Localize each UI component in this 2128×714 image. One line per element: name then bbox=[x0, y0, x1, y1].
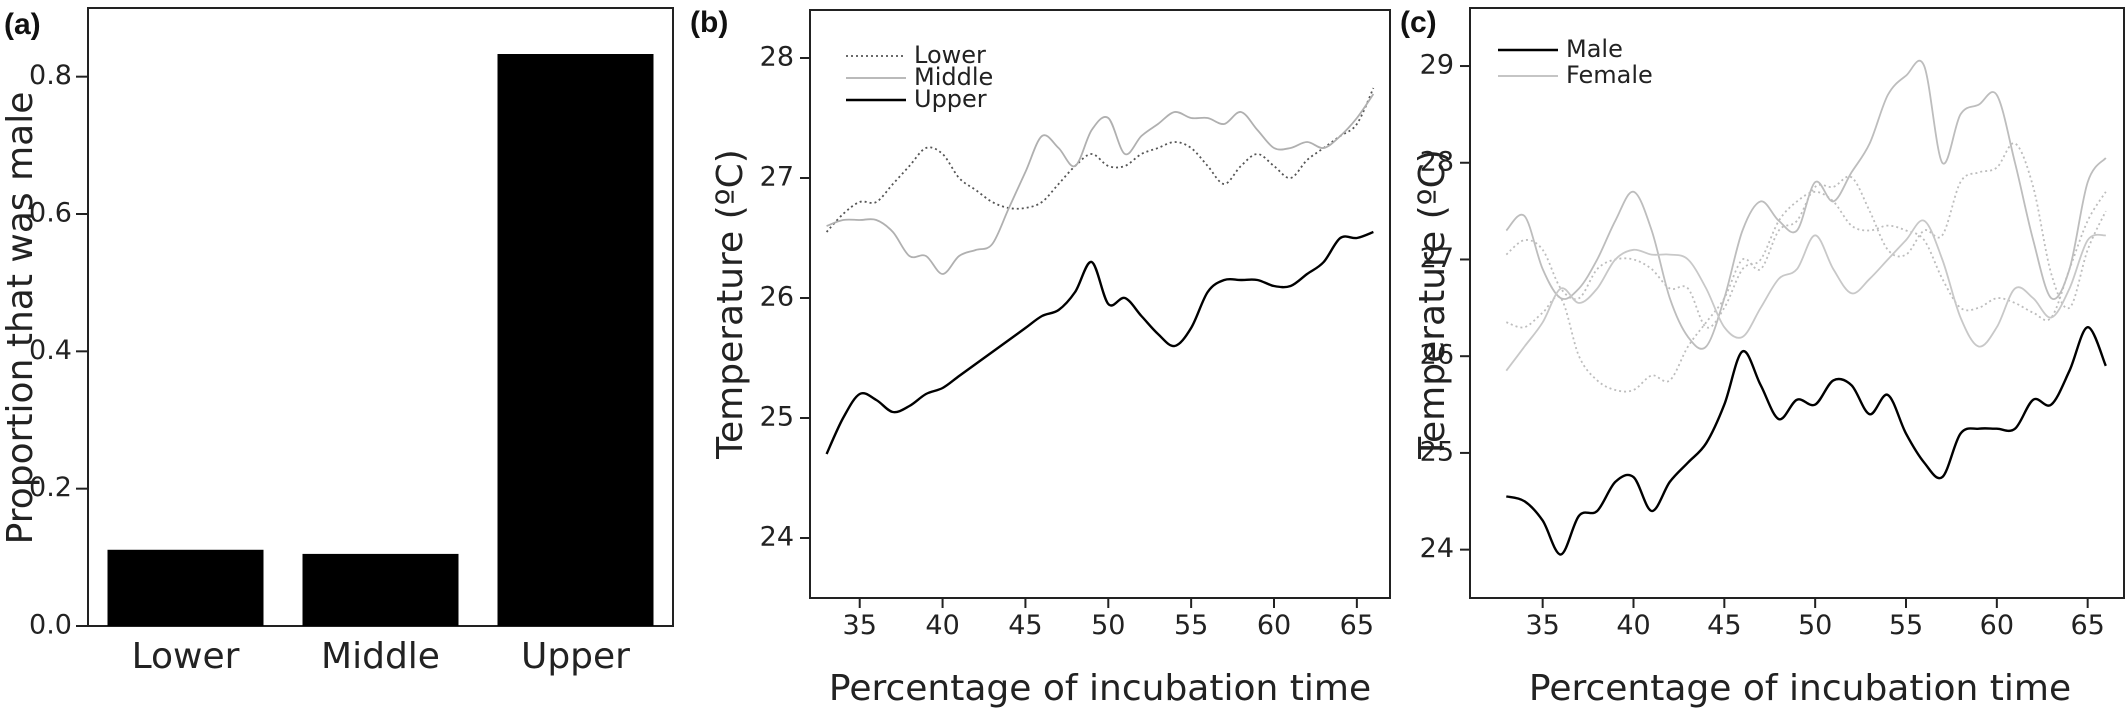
panel-c-x-tick-label: 35 bbox=[1525, 610, 1559, 641]
panel-b-legend-label-upper: Upper bbox=[914, 85, 987, 113]
panel-c-x-tick-label: 60 bbox=[1980, 610, 2014, 641]
panel-b-y-tick-label: 25 bbox=[760, 402, 794, 433]
panel-c-line-chart: (c) 35 40 45 50 55 60 65 24 25 26 27 28 29 MaleFemal… bbox=[1400, 6, 2125, 709]
panel-c-y-tick-label: 27 bbox=[1420, 243, 1454, 274]
panel-b-series-line-upper bbox=[825, 230, 1374, 455]
panel-b-y-tick-label: 27 bbox=[760, 162, 794, 193]
panel-c-legend-label-male: Male bbox=[1566, 35, 1623, 63]
panel-b-x-tick-label: 60 bbox=[1257, 610, 1291, 641]
panel-c-x-tick-label: 45 bbox=[1707, 610, 1741, 641]
bar-upper bbox=[497, 54, 654, 627]
panel-b-y-tick-label: 26 bbox=[760, 282, 794, 313]
panel-b-x-axis-title: Percentage of incubation time bbox=[829, 668, 1371, 709]
panel-c-y-tick-label: 29 bbox=[1420, 50, 1454, 81]
panel-a-y-tick-label: 0.2 bbox=[29, 472, 72, 503]
panel-b-series-line-lower bbox=[825, 87, 1375, 233]
bar-middle bbox=[302, 553, 459, 626]
panel-c-y-tick-label: 25 bbox=[1420, 436, 1454, 467]
panel-c-x-tick-label: 55 bbox=[1889, 610, 1923, 641]
panel-c-x-axis-title: Percentage of incubation time bbox=[1529, 668, 2071, 709]
panel-c-series-line-female bbox=[1505, 219, 2107, 372]
panel-c-axes: 35 40 45 50 55 60 65 24 25 26 27 28 29 bbox=[1420, 50, 2105, 641]
panel-b-legend-label-lower: Lower bbox=[914, 41, 986, 69]
panel-a-bar-chart: (a) 0.0 0.2 0.4 0.6 0.8 Lower Middle Upper Pro… bbox=[0, 7, 674, 677]
panel-c-series-line-female bbox=[1505, 190, 2107, 329]
panel-b-series-line-middle bbox=[826, 93, 1375, 275]
panel-a-y-tick-label: 0.4 bbox=[29, 335, 72, 366]
panel-c-series-line-female bbox=[1505, 142, 2107, 393]
panel-c-series-line-female bbox=[1505, 59, 2107, 350]
panel-b-series bbox=[825, 87, 1375, 455]
category-label-upper: Upper bbox=[521, 636, 630, 677]
panel-c-plot-frame bbox=[1469, 7, 2125, 599]
category-label-lower: Lower bbox=[132, 636, 240, 677]
panel-c-series-line-male bbox=[1506, 326, 2107, 556]
panel-a-y-tick-label: 0.6 bbox=[29, 198, 72, 229]
panel-a-y-axis: 0.0 0.2 0.4 0.6 0.8 bbox=[29, 60, 88, 641]
panel-c-x-tick-label: 50 bbox=[1798, 610, 1832, 641]
panel-c-y-tick-label: 26 bbox=[1420, 340, 1454, 371]
panel-c-label: (c) bbox=[1400, 6, 1437, 39]
panel-b-x-tick-label: 50 bbox=[1091, 610, 1125, 641]
panel-c-series bbox=[1505, 59, 2107, 556]
panel-c-y-tick-label: 28 bbox=[1420, 146, 1454, 177]
category-label-middle: Middle bbox=[321, 636, 440, 677]
panel-c-y-tick-label: 24 bbox=[1420, 533, 1454, 564]
panel-b-line-chart: (b) 35 40 45 50 55 60 65 24 25 26 27 28 LowerMiddle… bbox=[690, 6, 1391, 709]
panel-b-x-tick-label: 65 bbox=[1340, 610, 1374, 641]
panel-b-x-tick-label: 55 bbox=[1174, 610, 1208, 641]
panel-b-legend-label-middle: Middle bbox=[914, 63, 993, 91]
panel-a-y-axis-title: Proportion that was male bbox=[0, 92, 41, 545]
panel-b-y-tick-label: 24 bbox=[760, 522, 794, 553]
panel-c-legend-label-female: Female bbox=[1566, 61, 1653, 89]
panel-b-axes: 35 40 45 50 55 60 65 24 25 26 27 28 bbox=[760, 42, 1374, 642]
panel-a-bars bbox=[107, 54, 654, 627]
panel-b-x-tick-label: 45 bbox=[1008, 610, 1042, 641]
panel-a-category-labels: Lower Middle Upper bbox=[132, 636, 631, 677]
panel-b-label: (b) bbox=[690, 6, 728, 39]
panel-b-y-tick-label: 28 bbox=[760, 42, 794, 73]
panel-a-label: (a) bbox=[4, 8, 41, 41]
panel-c-x-tick-label: 40 bbox=[1616, 610, 1650, 641]
panel-b-plot-frame bbox=[809, 9, 1391, 599]
panel-b-y-axis-title: Temperature (ºC) bbox=[710, 149, 751, 460]
panel-b-x-tick-label: 40 bbox=[925, 610, 959, 641]
panel-b-x-tick-label: 35 bbox=[843, 610, 877, 641]
panel-c-y-axis-title: Temperature (ºC) bbox=[1412, 149, 1453, 460]
panel-a-y-tick-label: 0.8 bbox=[29, 60, 72, 91]
panel-c-x-tick-label: 65 bbox=[2070, 610, 2104, 641]
panel-a-y-tick-label: 0.0 bbox=[29, 610, 72, 641]
bar-lower bbox=[107, 549, 264, 626]
